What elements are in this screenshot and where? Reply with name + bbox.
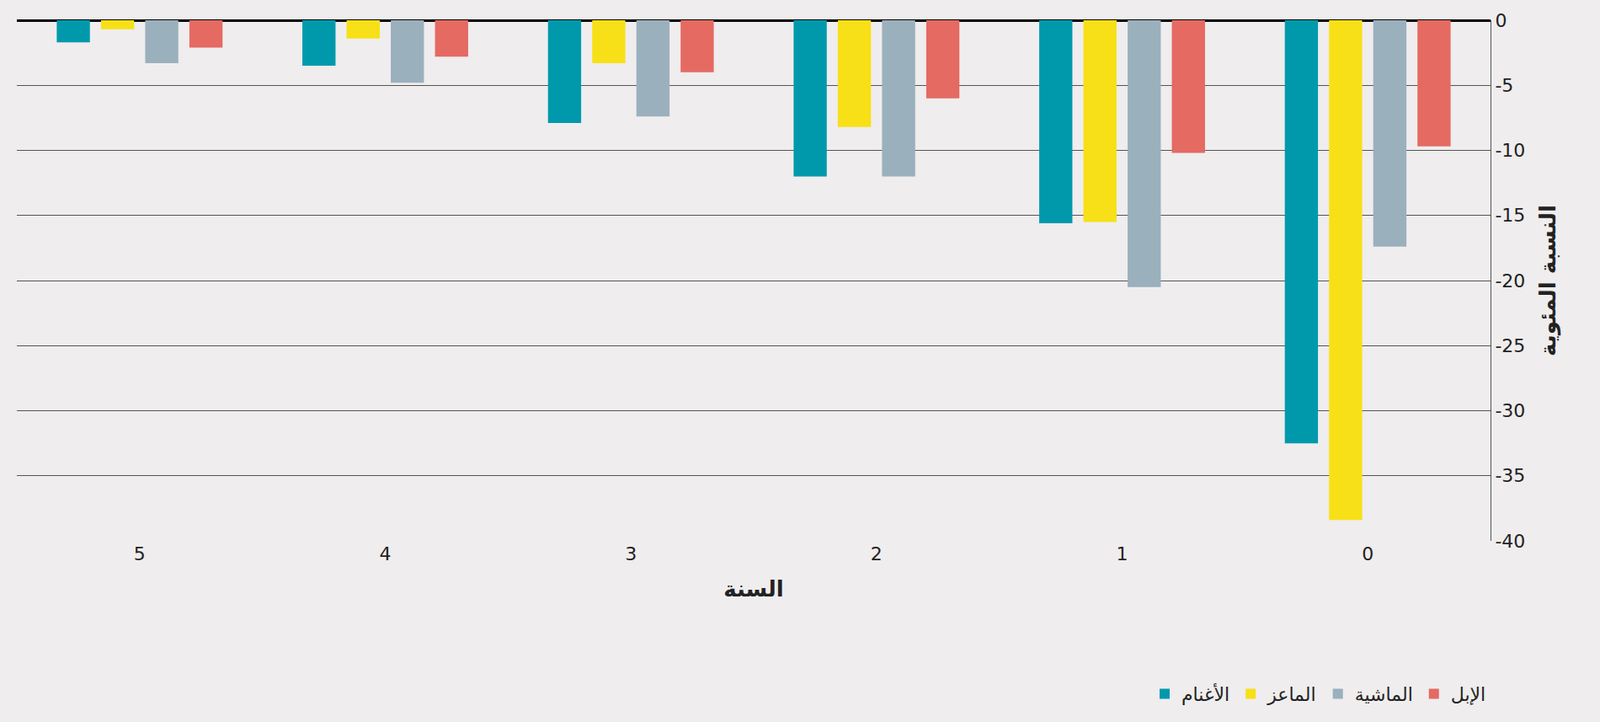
- svg-text:-30: -30: [1494, 400, 1526, 422]
- svg-text:-25: -25: [1494, 335, 1526, 357]
- svg-text:الإبل: الإبل: [1450, 683, 1486, 705]
- svg-text:3: 3: [624, 543, 637, 565]
- svg-text:الماعز: الماعز: [1266, 683, 1317, 705]
- svg-text:-15: -15: [1494, 204, 1526, 226]
- svg-text:-5: -5: [1494, 74, 1514, 96]
- svg-text:5: 5: [133, 543, 146, 565]
- svg-text:-20: -20: [1494, 270, 1526, 292]
- svg-text:-40: -40: [1494, 530, 1526, 552]
- svg-text:0: 0: [1361, 543, 1374, 565]
- svg-text:السنة: السنة: [723, 576, 784, 602]
- svg-text:0: 0: [1494, 10, 1507, 32]
- svg-text:1: 1: [1116, 543, 1129, 565]
- svg-text:الأغنام: الأغنام: [1181, 682, 1230, 705]
- svg-text:2: 2: [870, 543, 883, 565]
- svg-text:النسبة المئوية: النسبة المئوية: [1535, 204, 1562, 357]
- svg-text:-35: -35: [1494, 464, 1526, 486]
- svg-text:الماشية: الماشية: [1354, 683, 1414, 705]
- svg-text:4: 4: [379, 543, 392, 565]
- svg-text:-10: -10: [1494, 139, 1526, 161]
